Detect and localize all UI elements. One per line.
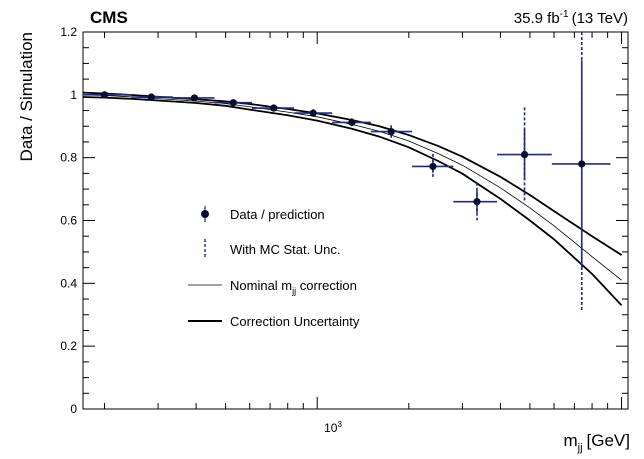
data-point bbox=[497, 107, 552, 202]
legend-label-mc: With MC Stat. Unc. bbox=[230, 242, 341, 257]
y-tick-label: 1 bbox=[70, 88, 77, 102]
data-marker bbox=[429, 162, 437, 171]
y-axis-ticks: 0 0.2 0.4 0.6 0.8 1 1.2 bbox=[60, 25, 628, 416]
legend-nominal-suffix: correction bbox=[296, 278, 357, 293]
legend-entry-uncertainty: Correction Uncertainty bbox=[188, 314, 360, 329]
legend-nominal-sub: jj bbox=[291, 286, 296, 296]
uncertainty-lower-curve bbox=[82, 96, 623, 306]
y-tick-label: 0.8 bbox=[60, 151, 77, 165]
data-point bbox=[332, 118, 371, 127]
data-points bbox=[83, 32, 611, 312]
y-tick-label: 0.2 bbox=[60, 339, 77, 353]
legend-entry-data: Data / prediction bbox=[201, 206, 325, 222]
data-marker bbox=[309, 109, 317, 117]
y-tick-label: 0.6 bbox=[60, 214, 77, 228]
x-axis-title-unit: [GeV] bbox=[587, 431, 630, 450]
data-marker bbox=[520, 150, 529, 159]
data-point bbox=[131, 93, 173, 101]
data-point bbox=[370, 125, 413, 138]
data-marker bbox=[190, 94, 199, 102]
y-tick-label: 0.4 bbox=[60, 276, 77, 290]
legend-data-marker bbox=[201, 210, 209, 218]
legend-label-data: Data / prediction bbox=[230, 207, 325, 222]
energy-label: (13 TeV) bbox=[572, 10, 628, 27]
luminosity-label: 35.9 fb-1 (13 TeV) bbox=[514, 9, 628, 27]
luminosity-exponent: -1 bbox=[560, 9, 569, 20]
x-axis-title-main: m bbox=[563, 431, 577, 450]
data-point bbox=[551, 32, 611, 312]
legend-label-nominal: Nominal mjj correction bbox=[230, 278, 357, 296]
x-tick-label-base: 10 bbox=[324, 421, 338, 435]
legend-entry-mc: With MC Stat. Unc. bbox=[204, 239, 341, 259]
x-axis-ticks bbox=[103, 32, 623, 409]
data-marker bbox=[348, 118, 356, 127]
legend-entry-nominal: Nominal mjj correction bbox=[188, 278, 357, 296]
y-tick-label: 0 bbox=[70, 402, 77, 416]
data-marker bbox=[270, 104, 278, 112]
data-marker bbox=[387, 127, 395, 136]
x-tick-label-exponent: 3 bbox=[337, 420, 342, 429]
data-point bbox=[412, 153, 454, 180]
x-axis-title: mjj [GeV] bbox=[563, 431, 630, 454]
x-axis-title-sub: jj bbox=[577, 442, 583, 454]
luminosity-value: 35.9 fb bbox=[514, 10, 560, 27]
x-tick-label: 103 bbox=[324, 420, 342, 435]
data-marker bbox=[578, 160, 586, 168]
data-point bbox=[251, 104, 295, 112]
legend: Data / prediction With MC Stat. Unc. Nom… bbox=[188, 206, 360, 329]
y-axis-title: Data / Simulation bbox=[17, 32, 36, 161]
legend-nominal-main: Nominal m bbox=[230, 278, 292, 293]
data-marker bbox=[473, 198, 481, 206]
uncertainty-upper-curve bbox=[82, 91, 623, 256]
data-marker bbox=[100, 91, 109, 99]
experiment-label: CMS bbox=[90, 8, 128, 27]
data-point bbox=[294, 109, 333, 117]
data-point bbox=[83, 91, 132, 99]
legend-label-uncertainty: Correction Uncertainty bbox=[230, 314, 360, 329]
data-point bbox=[172, 94, 215, 102]
data-point bbox=[214, 99, 252, 107]
data-marker bbox=[229, 99, 237, 107]
data-point bbox=[453, 182, 498, 221]
data-marker bbox=[147, 93, 155, 101]
y-tick-label: 1.2 bbox=[60, 25, 77, 39]
